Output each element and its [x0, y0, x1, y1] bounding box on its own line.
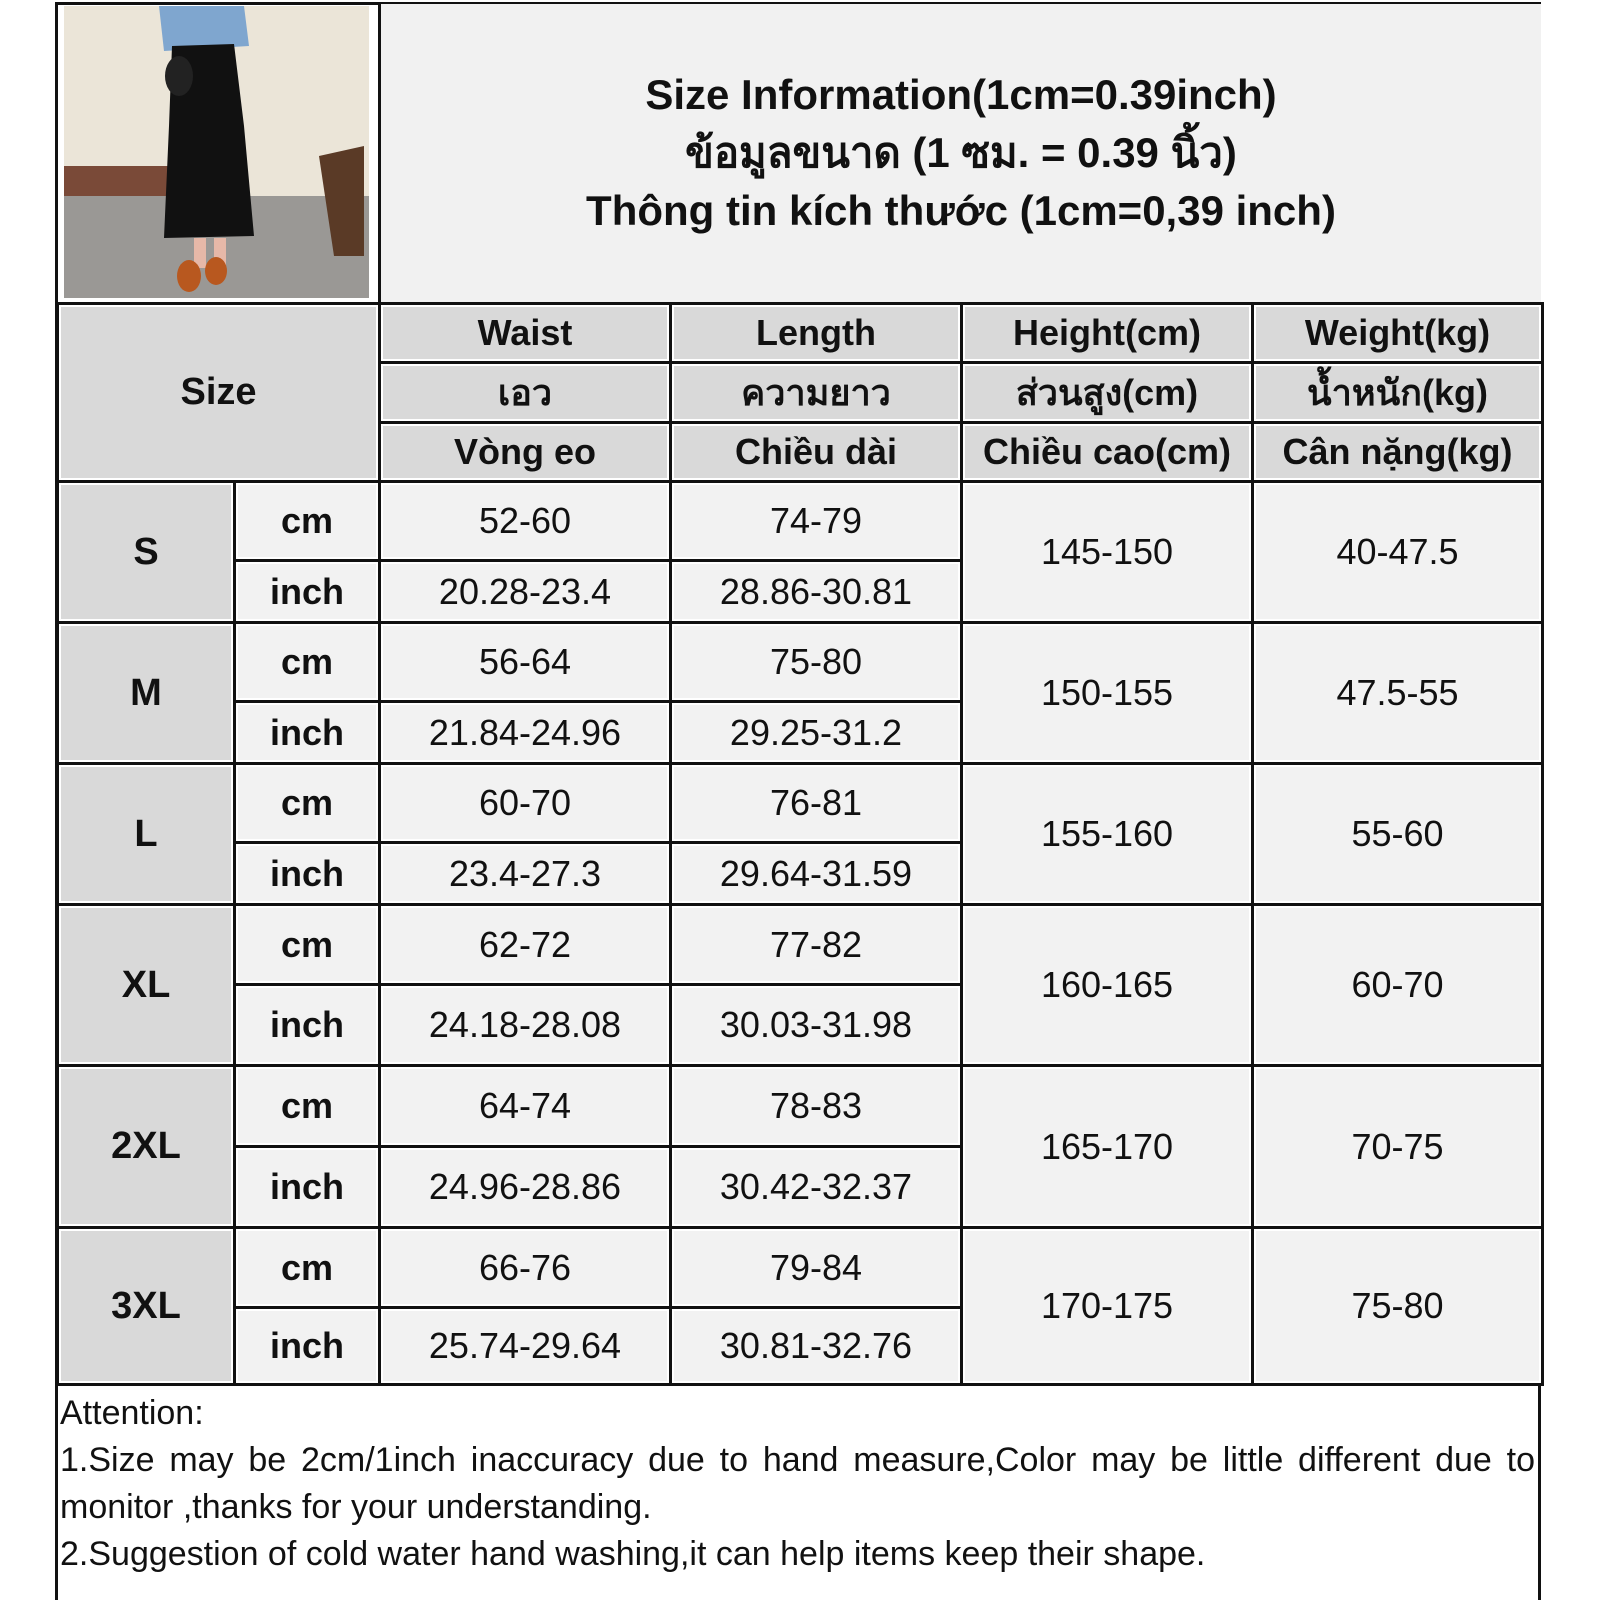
- waist-cm: 62-72: [378, 903, 672, 986]
- size-label: 3XL: [56, 1226, 236, 1386]
- length-cm: 75-80: [669, 621, 963, 703]
- unit-inch: inch: [233, 983, 381, 1067]
- length-inch: 29.25-31.2: [669, 700, 963, 765]
- size-header: Size: [56, 302, 381, 483]
- size-label: L: [56, 762, 236, 906]
- header-length: Length: [669, 302, 963, 364]
- height-range: 155-160: [960, 762, 1254, 906]
- height-range: 170-175: [960, 1226, 1254, 1386]
- header-row-en: Size Waist Length Height(cm) Weight(kg): [56, 302, 1544, 483]
- title-vietnamese: Thông tin kích thước (1cm=0,39 inch): [586, 187, 1336, 234]
- header-waist: Waist: [378, 302, 672, 364]
- height-range: 165-170: [960, 1064, 1254, 1229]
- table-row-inch: inch 25.74-29.64 30.81-32.76: [58, 1306, 1543, 1386]
- waist-inch: 20.28-23.4: [378, 559, 672, 624]
- table-row-inch: inch 24.96-28.86 30.42-32.37: [58, 1145, 1543, 1229]
- length-inch: 30.03-31.98: [669, 983, 963, 1067]
- header-row-th: เอว ความยาว ส่วนสูง(cm) น้ำหนัก(kg): [58, 361, 1544, 424]
- unit-inch: inch: [233, 1145, 381, 1229]
- table-row-cm: M cm 56-64 75-80 150-155 47.5-55: [56, 621, 1544, 765]
- length-cm: 79-84: [669, 1226, 963, 1309]
- attention-note-2: 2.Suggestion of cold water hand washing,…: [60, 1535, 1206, 1573]
- header-waist-th: เอว: [378, 361, 672, 424]
- attention-note-1: 1.Size may be 2cm/1inch inaccuracy due t…: [60, 1441, 1535, 1526]
- table-row-inch: inch 23.4-27.3 29.64-31.59: [58, 841, 1543, 906]
- header-weight: Weight(kg): [1251, 302, 1544, 364]
- waist-inch: 21.84-24.96: [378, 700, 672, 765]
- weight-range: 75-80: [1251, 1226, 1544, 1386]
- waist-inch: 24.18-28.08: [378, 983, 672, 1067]
- header-height: Height(cm): [960, 302, 1254, 364]
- header-length-th: ความยาว: [669, 361, 963, 424]
- waist-cm: 64-74: [378, 1064, 672, 1148]
- height-range: 145-150: [960, 480, 1254, 624]
- waist-cm: 56-64: [378, 621, 672, 703]
- height-range: 150-155: [960, 621, 1254, 765]
- header-length-vi: Chiều dài: [669, 421, 963, 483]
- table-row-cm: XL cm 62-72 77-82 160-165 60-70: [56, 903, 1544, 1067]
- waist-inch: 25.74-29.64: [378, 1306, 672, 1386]
- product-photo-image: [64, 6, 369, 298]
- table-row-cm: L cm 60-70 76-81 155-160 55-60: [56, 762, 1544, 906]
- unit-cm: cm: [233, 903, 381, 986]
- weight-range: 70-75: [1251, 1064, 1544, 1229]
- size-label: S: [56, 480, 236, 624]
- waist-cm: 60-70: [378, 762, 672, 844]
- title-english: Size Information(1cm=0.39inch): [645, 71, 1277, 118]
- length-inch: 28.86-30.81: [669, 559, 963, 624]
- length-cm: 74-79: [669, 480, 963, 562]
- length-inch: 29.64-31.59: [669, 841, 963, 906]
- length-cm: 76-81: [669, 762, 963, 844]
- unit-cm: cm: [233, 621, 381, 703]
- size-table: Size Waist Length Height(cm) Weight(kg) …: [56, 302, 1544, 1386]
- table-row-cm: 3XL cm 66-76 79-84 170-175 75-80: [56, 1226, 1544, 1386]
- unit-cm: cm: [233, 480, 381, 562]
- unit-inch: inch: [233, 559, 381, 624]
- table-row-inch: inch 24.18-28.08 30.03-31.98: [58, 983, 1543, 1067]
- length-inch: 30.42-32.37: [669, 1145, 963, 1229]
- weight-range: 47.5-55: [1251, 621, 1544, 765]
- header-waist-vi: Vòng eo: [378, 421, 672, 483]
- attention-heading: Attention:: [60, 1394, 204, 1432]
- length-inch: 30.81-32.76: [669, 1306, 963, 1386]
- unit-inch: inch: [233, 700, 381, 765]
- unit-cm: cm: [233, 1226, 381, 1309]
- header-weight-th: น้ำหนัก(kg): [1251, 361, 1544, 424]
- waist-cm: 66-76: [378, 1226, 672, 1309]
- weight-range: 40-47.5: [1251, 480, 1544, 624]
- waist-cm: 52-60: [378, 480, 672, 562]
- header-height-vi: Chiều cao(cm): [960, 421, 1254, 483]
- size-label: M: [56, 621, 236, 765]
- unit-cm: cm: [233, 1064, 381, 1148]
- waist-inch: 24.96-28.86: [378, 1145, 672, 1229]
- height-range: 160-165: [960, 903, 1254, 1067]
- weight-range: 55-60: [1251, 762, 1544, 906]
- title-block: Size Information(1cm=0.39inch) ข้อมูลขนา…: [378, 4, 1541, 302]
- waist-inch: 23.4-27.3: [378, 841, 672, 906]
- unit-cm: cm: [233, 762, 381, 844]
- product-photo: [64, 6, 369, 298]
- table-row-inch: inch 20.28-23.4 28.86-30.81: [58, 559, 1543, 624]
- header-height-th: ส่วนสูง(cm): [960, 361, 1254, 424]
- weight-range: 60-70: [1251, 903, 1544, 1067]
- length-cm: 78-83: [669, 1064, 963, 1148]
- length-cm: 77-82: [669, 903, 963, 986]
- table-row-inch: inch 21.84-24.96 29.25-31.2: [58, 700, 1543, 765]
- size-label: 2XL: [56, 1064, 236, 1229]
- attention-notes: Attention: 1.Size may be 2cm/1inch inacc…: [60, 1390, 1535, 1578]
- unit-inch: inch: [233, 1306, 381, 1386]
- header-row-vi: Vòng eo Chiều dài Chiều cao(cm) Cân nặng…: [58, 421, 1544, 483]
- title-thai: ข้อมูลขนาด (1 ซม. = 0.39 นิ้ว): [685, 129, 1237, 176]
- header-weight-vi: Cân nặng(kg): [1251, 421, 1544, 483]
- size-label: XL: [56, 903, 236, 1067]
- unit-inch: inch: [233, 841, 381, 906]
- table-row-cm: S cm 52-60 74-79 145-150 40-47.5: [56, 480, 1544, 624]
- table-row-cm: 2XL cm 64-74 78-83 165-170 70-75: [56, 1064, 1544, 1229]
